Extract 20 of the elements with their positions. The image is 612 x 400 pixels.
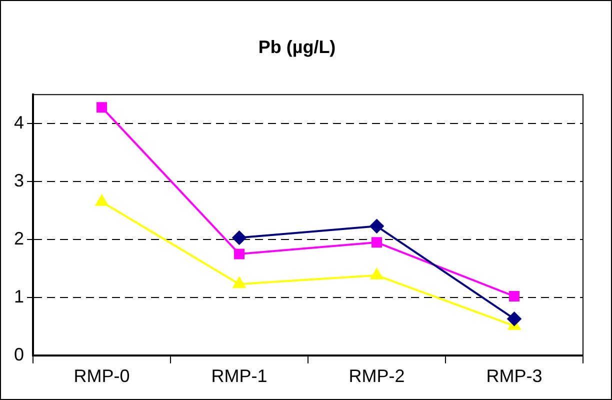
- point: [507, 312, 522, 326]
- x-tick-label: RMP-1: [211, 366, 268, 386]
- x-tick-label: RMP-2: [348, 366, 405, 386]
- point: [232, 230, 246, 245]
- x-tick-label: RMP-0: [74, 366, 130, 386]
- y-tick-label: 0: [14, 344, 24, 364]
- chart-title: Pb (µg/L): [258, 36, 336, 57]
- y-tick-label: 4: [14, 112, 24, 133]
- y-tick-label: 1: [14, 286, 24, 306]
- point: [96, 102, 107, 113]
- x-tick-label: RMP-3: [486, 366, 542, 386]
- point: [509, 291, 520, 302]
- point: [370, 219, 384, 234]
- point: [233, 277, 246, 288]
- point: [372, 237, 382, 248]
- point: [234, 248, 244, 260]
- point: [370, 268, 383, 280]
- y-tick-label: 3: [14, 170, 24, 190]
- point: [96, 194, 108, 206]
- y-tick-label: 2: [14, 228, 24, 248]
